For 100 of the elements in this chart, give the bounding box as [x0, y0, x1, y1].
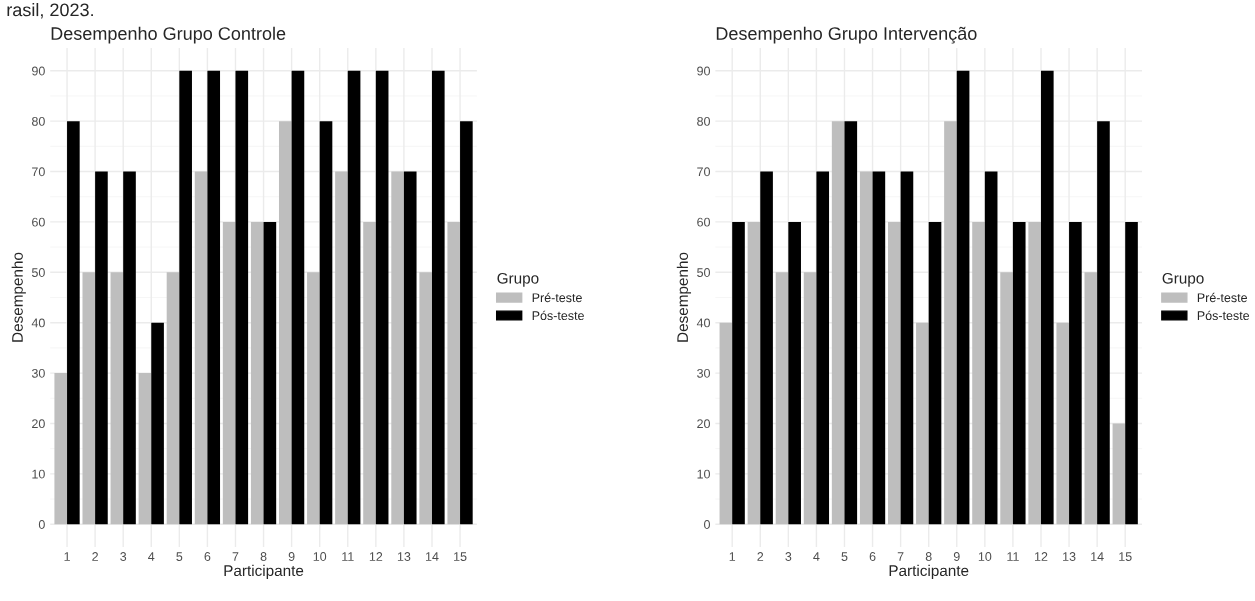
bar [67, 121, 80, 525]
y-tick-label: 30 [31, 368, 45, 378]
bar [419, 272, 432, 525]
y-axis-title: Desempenho [11, 252, 26, 342]
x-tick-label: 10 [313, 552, 327, 561]
bar [222, 221, 236, 525]
bar [844, 121, 858, 525]
bar [194, 171, 208, 525]
bar [263, 221, 277, 525]
legend-label: Pós-teste [532, 310, 584, 321]
bar [1012, 221, 1026, 525]
bar [123, 171, 136, 525]
x-tick-label: 8 [925, 552, 932, 561]
x-tick-label: 14 [1091, 552, 1104, 561]
x-tick-label: 11 [342, 552, 354, 561]
bar [916, 322, 929, 525]
x-axis-title: Participante [224, 564, 304, 580]
bar [291, 70, 305, 525]
bar [732, 221, 745, 525]
x-tick-label: 4 [813, 552, 820, 561]
bar [719, 322, 733, 525]
bar [82, 272, 96, 525]
bar [391, 171, 404, 525]
x-tick-label: 5 [176, 552, 183, 561]
bar [363, 221, 376, 525]
bar [775, 272, 789, 525]
y-axis-title: Desempenho [676, 252, 692, 342]
bar [250, 221, 264, 525]
x-tick-label: 3 [120, 552, 127, 561]
bar [179, 70, 192, 525]
chart-title: Desempenho Grupo Controle [51, 26, 286, 44]
x-tick-label: 1 [729, 552, 736, 561]
y-tick-label: 80 [31, 116, 45, 126]
y-tick-label: 50 [697, 268, 710, 277]
bar [984, 171, 998, 525]
bar [1000, 272, 1013, 525]
y-tick-label: 70 [32, 167, 45, 177]
bar [972, 221, 985, 525]
x-tick-label: 14 [425, 552, 439, 561]
bar [460, 121, 473, 525]
bar [747, 221, 761, 525]
y-tick-label: 10 [697, 469, 710, 479]
bar [447, 221, 461, 525]
x-tick-label: 4 [148, 552, 155, 561]
bar [347, 70, 361, 525]
bar [1125, 221, 1138, 525]
y-tick-label: 80 [697, 116, 710, 126]
bar [928, 221, 942, 525]
bar [431, 70, 445, 525]
x-tick-label: 12 [1034, 552, 1048, 561]
y-tick-label: 0 [704, 520, 710, 529]
x-axis-title: Participante [889, 564, 969, 580]
x-tick-label: 13 [1063, 552, 1076, 561]
y-tick-label: 50 [31, 268, 45, 277]
bar [95, 171, 108, 525]
bar [1028, 221, 1041, 525]
bar [319, 121, 333, 525]
bar [803, 272, 817, 525]
legend-label: Pós-teste [1197, 310, 1250, 321]
x-tick-label: 2 [92, 552, 98, 561]
y-tick-label: 0 [38, 520, 45, 529]
y-tick-label: 90 [32, 66, 45, 76]
x-tick-label: 10 [978, 552, 992, 561]
bar [335, 171, 348, 525]
chart-title: Desempenho Grupo Intervenção [716, 26, 977, 44]
legend-title: Grupo [497, 272, 539, 287]
y-tick-label: 20 [32, 419, 45, 429]
bar [1084, 272, 1098, 525]
x-tick-label: 7 [897, 552, 904, 561]
bar [207, 70, 221, 525]
bar [138, 373, 152, 525]
y-tick-label: 40 [696, 318, 710, 328]
y-tick-label: 60 [697, 217, 710, 227]
bar [788, 221, 801, 525]
bar [375, 70, 389, 525]
y-tick-label: 20 [697, 419, 710, 429]
x-tick-label: 1 [64, 552, 70, 561]
bar [403, 171, 417, 525]
bar [956, 70, 970, 525]
bar [872, 171, 886, 525]
x-tick-label: 2 [757, 552, 764, 561]
legend-label: Pré-teste [1197, 292, 1247, 303]
y-tick-label: 40 [31, 318, 45, 328]
x-tick-label: 8 [260, 552, 267, 561]
bar [944, 121, 957, 525]
bar [1040, 70, 1054, 525]
bar [307, 272, 320, 525]
bar [1097, 121, 1110, 525]
bar [859, 171, 873, 525]
bar [900, 171, 914, 525]
legend-title: Grupo [1162, 272, 1204, 287]
bar [110, 272, 124, 525]
bar [166, 272, 180, 525]
text: rasil, 2023. [7, 3, 93, 19]
bar [1069, 221, 1082, 525]
x-tick-label: 9 [953, 552, 960, 561]
bar [1112, 423, 1126, 525]
legend-label: Pré-teste [532, 292, 582, 303]
x-tick-label: 13 [397, 552, 411, 561]
x-tick-label: 15 [454, 552, 467, 561]
